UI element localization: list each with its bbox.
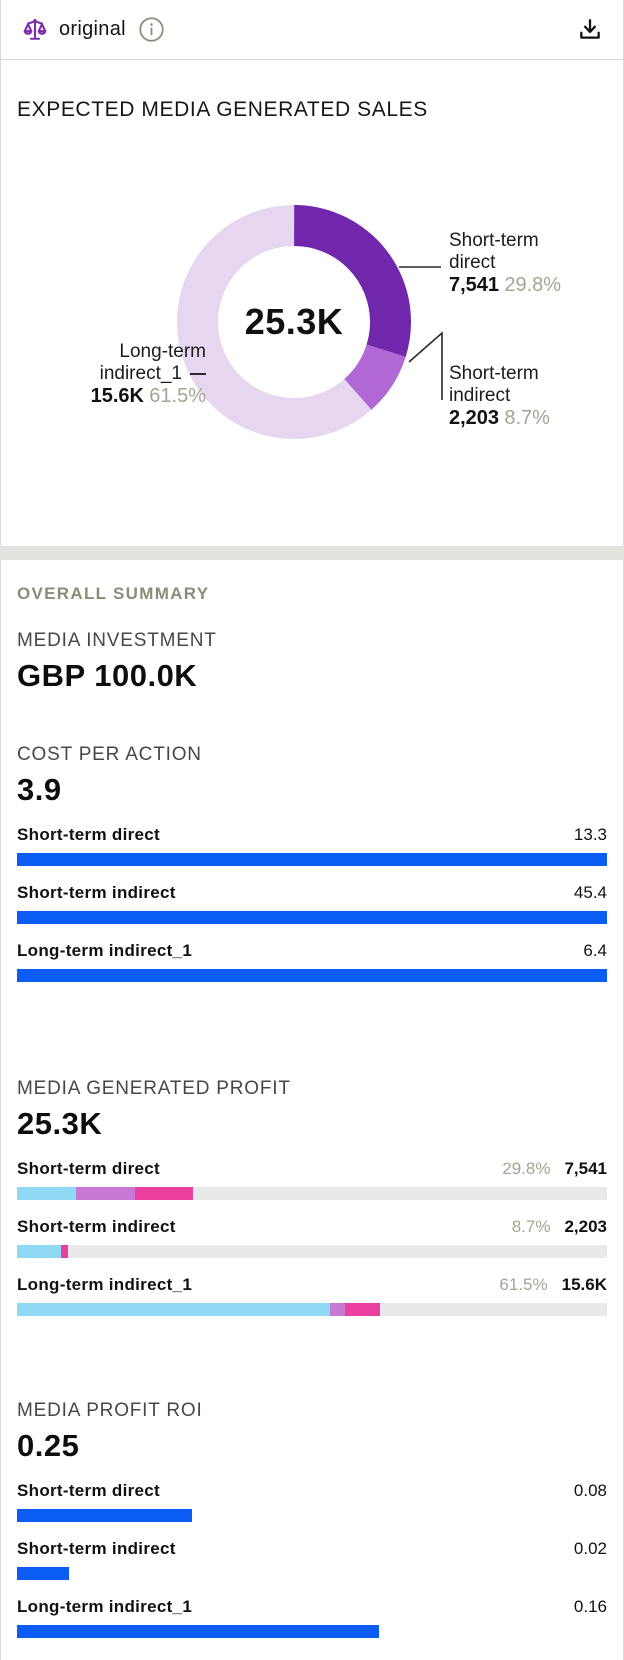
profit-row: Short-term indirect 8.7% 2,203 [17,1217,607,1258]
media-generated-profit-total: 25.3K [17,1106,103,1141]
row-label: Short-term direct [17,825,161,844]
roi-bar [17,1567,69,1580]
cpa-bar [17,969,607,982]
row-label: Long-term indirect_1 [17,941,193,960]
callout-value: 7,541 [449,274,500,296]
callout-short-term-indirect: Short-term indirect 2,203 8.7% [449,363,550,430]
card-divider [0,546,624,560]
download-icon[interactable] [577,17,603,43]
leader-dash [190,372,206,375]
callout-label: Long-term [119,341,206,362]
roi-row: Long-term indirect_1 0.16 [17,1597,607,1638]
row-value: 15.6K [561,1275,607,1294]
callout-pct: 8.7% [504,407,550,429]
info-icon[interactable] [138,16,165,43]
row-value: 7,541 [564,1159,607,1178]
media-investment-value: GBP 100.0K [17,658,198,693]
chart-title: EXPECTED MEDIA GENERATED SALES [17,98,428,121]
callout-label: Short-term [449,363,539,384]
row-label: Short-term indirect [17,883,176,902]
donut-chart[interactable]: 25.3K [177,205,411,439]
callout-value: 2,203 [449,407,500,429]
cpa-row: Short-term direct 13.3 [17,825,607,866]
bar-segment-magenta [345,1303,380,1316]
cost-per-action-label: COST PER ACTION [17,744,202,765]
bar-segment-magenta [135,1187,193,1200]
profit-stacked-bar [17,1187,607,1200]
bar-segment-magenta [61,1245,69,1258]
bar-segment-sky [17,1303,330,1316]
bar-segment-sky [17,1245,62,1258]
scales-icon [21,16,49,44]
cpa-bar [17,911,607,924]
callout-pct: 61.5% [149,385,206,407]
scenario-name-label: original [59,18,126,40]
summary-card: OVERALL SUMMARY MEDIA INVESTMENT GBP 100… [0,560,624,1660]
cpa-row: Short-term indirect 45.4 [17,883,607,924]
row-label: Short-term direct [17,1159,161,1178]
row-value: 13.3 [573,825,607,844]
profit-stacked-bar [17,1303,607,1316]
profit-row: Short-term direct 29.8% 7,541 [17,1159,607,1200]
row-pct: 29.8% [502,1159,551,1178]
callout-label: direct [449,252,496,273]
row-value: 0.16 [573,1597,607,1616]
roi-bar [17,1509,193,1522]
row-value: 2,203 [564,1217,607,1236]
bar-segment-orchid [76,1187,135,1200]
roi-row: Short-term indirect 0.02 [17,1539,607,1580]
callout-long-term-indirect-1: Long-term indirect_1 15.6K 61.5% [1,341,206,408]
row-value: 0.08 [573,1481,607,1500]
row-pct: 61.5% [499,1275,548,1294]
cost-per-action-total: 3.9 [17,772,62,807]
row-label: Long-term indirect_1 [17,1597,193,1616]
bar-segment-sky [17,1187,76,1200]
row-value: 0.02 [573,1539,607,1558]
bar-segment-orchid [329,1303,346,1316]
chart-card: original EXPECTED MEDIA GENERATED SALES … [0,0,624,546]
roi-bar [17,1625,380,1638]
callout-label: indirect [449,385,511,406]
row-label: Short-term indirect [17,1217,176,1236]
media-investment-label: MEDIA INVESTMENT [17,630,217,651]
callout-label: Short-term [449,230,539,251]
row-label: Short-term direct [17,1481,161,1500]
media-profit-roi-total: 0.25 [17,1428,80,1463]
row-label: Short-term indirect [17,1539,176,1558]
media-profit-roi-label: MEDIA PROFIT ROI [17,1400,203,1421]
row-label: Long-term indirect_1 [17,1275,193,1294]
profit-stacked-bar [17,1245,607,1258]
row-value: 45.4 [573,883,607,902]
profit-row: Long-term indirect_1 61.5% 15.6K [17,1275,607,1316]
callout-label: indirect_1 [99,363,182,384]
overall-summary-heading: OVERALL SUMMARY [17,584,210,603]
cpa-bar [17,853,607,866]
media-generated-profit-label: MEDIA GENERATED PROFIT [17,1078,291,1099]
row-value: 6.4 [583,941,607,960]
top-bar: original [1,0,623,60]
callout-value: 15.6K [90,385,144,407]
row-pct: 8.7% [511,1217,551,1236]
cpa-row: Long-term indirect_1 6.4 [17,941,607,982]
callout-pct: 29.8% [504,274,562,296]
roi-row: Short-term direct 0.08 [17,1481,607,1522]
donut-center-total: 25.3K [244,301,344,342]
callout-short-term-direct: Short-term direct 7,541 29.8% [449,230,561,297]
